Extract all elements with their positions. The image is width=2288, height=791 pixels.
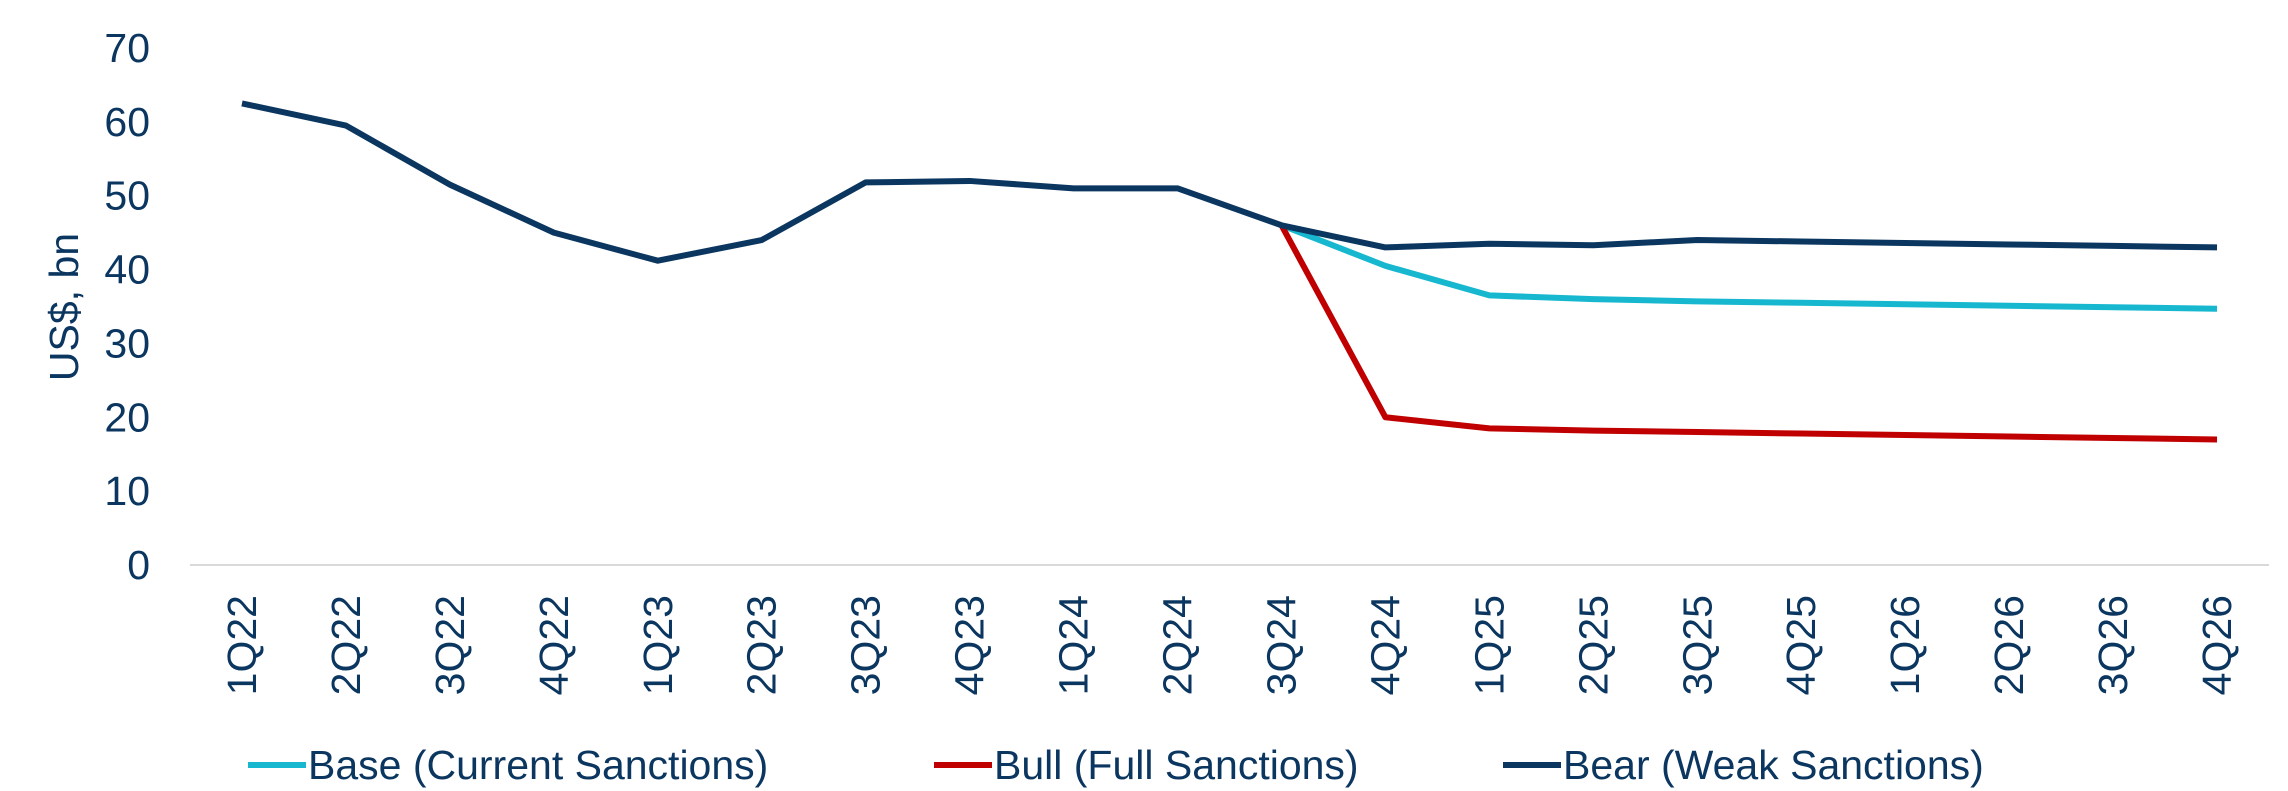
x-tick-label: 2Q25 [1570,595,1616,695]
legend-label: Base (Current Sanctions) [308,742,768,788]
x-tick-label: 2Q23 [739,595,785,695]
x-tick-label: 3Q25 [1674,595,1720,695]
y-tick-label: 50 [104,173,150,219]
legend-label: Bull (Full Sanctions) [994,742,1359,788]
x-tick-label: 1Q25 [1466,595,1512,695]
x-tick-label: 2Q22 [323,595,369,695]
x-tick-label: 2Q24 [1155,595,1201,695]
y-tick-label: 70 [104,25,150,71]
x-tick-label: 4Q23 [947,595,993,695]
y-tick-label: 40 [104,247,150,293]
x-tick-label: 1Q26 [1882,595,1928,695]
x-tick-label: 1Q24 [1051,595,1097,695]
x-tick-label: 4Q26 [2194,595,2240,695]
series-line [241,100,2218,264]
series-line [1280,222,2218,312]
x-tick-label: 3Q24 [1258,595,1304,695]
x-tick-label: 4Q22 [531,595,577,695]
x-tick-label: 1Q22 [219,595,265,695]
y-axis-label: US$, bn [41,233,87,381]
legend-label: Bear (Weak Sanctions) [1563,742,1984,788]
x-tick-label: 1Q23 [635,595,681,695]
x-tick-label: 2Q26 [1986,595,2032,695]
x-tick-label: 3Q22 [427,595,473,695]
series-line [1278,223,2218,443]
x-tick-label: 3Q23 [843,595,889,695]
y-tick-label: 10 [104,468,150,514]
x-tick-label: 3Q26 [2090,595,2136,695]
y-tick-label: 60 [104,99,150,145]
y-tick-label: 0 [127,542,150,588]
x-tick-label: 4Q24 [1362,595,1408,695]
x-tick-label: 4Q25 [1778,595,1824,695]
y-tick-label: 30 [104,320,150,366]
y-tick-label: 20 [104,394,150,440]
